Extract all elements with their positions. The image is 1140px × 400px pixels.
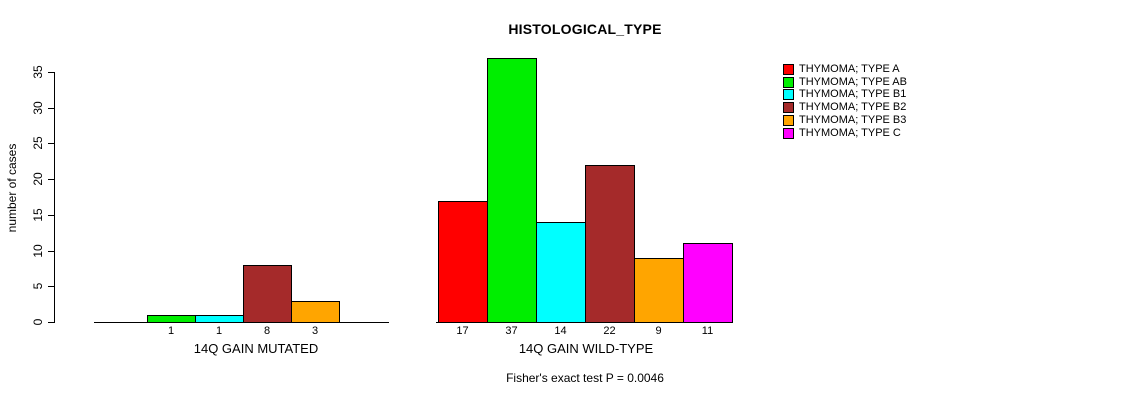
legend-item: THYMOMA; TYPE AB	[783, 76, 907, 88]
legend-swatch-icon	[783, 88, 794, 100]
bar	[243, 265, 292, 323]
bar-value-label: 8	[263, 325, 271, 337]
legend-label: THYMOMA; TYPE C	[799, 127, 901, 139]
y-axis-tick	[48, 322, 54, 323]
y-tick-label: 25	[31, 136, 45, 151]
y-axis-tick	[48, 143, 54, 144]
y-tick-label: 30	[31, 101, 45, 115]
bar-value-label: 1	[215, 325, 223, 337]
legend-item: THYMOMA; TYPE B2	[783, 101, 906, 113]
legend-item: THYMOMA; TYPE A	[783, 63, 900, 75]
chart-title: HISTOLOGICAL_TYPE	[508, 21, 662, 37]
legend-label: THYMOMA; TYPE B2	[799, 101, 907, 113]
bar	[683, 243, 733, 323]
legend: THYMOMA; TYPE A THYMOMA; TYPE AB THYMOMA; …	[783, 63, 1003, 153]
y-axis-title: number of cases	[5, 143, 19, 233]
legend-swatch-icon	[783, 76, 794, 88]
bar-value-label: 14	[554, 325, 567, 337]
legend-swatch-icon	[783, 114, 794, 126]
bar	[634, 258, 684, 323]
legend-item: THYMOMA; TYPE B3	[783, 114, 906, 126]
y-axis-tick	[48, 72, 54, 73]
bar-value-label: 37	[505, 325, 518, 337]
y-tick-label: 20	[31, 172, 45, 186]
bar	[536, 222, 586, 323]
y-axis-tick	[48, 215, 54, 216]
bar-value-label: 1	[167, 325, 175, 337]
y-tick-label: 15	[31, 208, 45, 222]
bar-value-label: 17	[456, 325, 469, 337]
bar	[147, 315, 196, 323]
bar-value-label: 3	[311, 325, 319, 337]
y-axis-tick	[48, 179, 54, 180]
legend-label: THYMOMA; TYPE AB	[799, 76, 907, 88]
legend-label: THYMOMA; TYPE B1	[799, 88, 907, 100]
y-tick-label: 35	[31, 65, 45, 79]
legend-swatch-icon	[783, 63, 794, 75]
bar	[291, 301, 340, 323]
legend-swatch-icon	[783, 101, 794, 113]
legend-item: THYMOMA; TYPE C	[783, 127, 901, 139]
bar-value-label: 22	[603, 325, 616, 337]
legend-item: THYMOMA; TYPE B1	[783, 88, 906, 100]
footnote: Fisher's exact test P = 0.0046	[506, 371, 664, 385]
bar	[438, 201, 488, 323]
legend-swatch-icon	[783, 127, 794, 139]
y-tick-label: 5	[31, 282, 45, 290]
y-axis-tick	[48, 108, 54, 109]
bar-value-label: 11	[701, 325, 714, 337]
bar	[585, 165, 635, 323]
y-tick-label: 10	[31, 243, 45, 258]
x-group-label: 14Q GAIN MUTATED	[193, 341, 319, 356]
y-tick-label: 0	[31, 318, 45, 326]
legend-label: THYMOMA; TYPE A	[799, 63, 900, 75]
legend-label: THYMOMA; TYPE B3	[799, 114, 907, 126]
bar-value-label: 9	[655, 325, 662, 337]
x-group-label: 14Q GAIN WILD-TYPE	[518, 341, 654, 356]
bar	[487, 58, 537, 323]
y-axis-line	[54, 72, 55, 323]
y-axis-tick	[48, 251, 54, 252]
bar	[195, 315, 244, 323]
y-axis-tick	[48, 286, 54, 287]
